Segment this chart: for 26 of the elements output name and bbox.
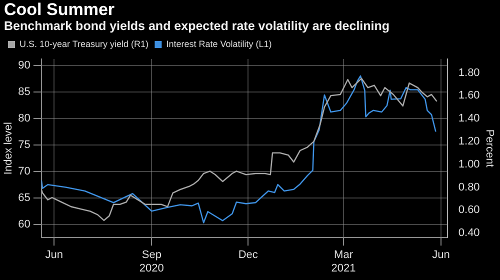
x-tick-label: Jun (45, 249, 64, 262)
chart-title: Cool Summer (4, 0, 115, 20)
y2-tick-label: 1.60 (458, 90, 480, 102)
y-tick-label: 85 (18, 86, 30, 98)
y2-axis-title: Percent (483, 129, 496, 168)
y-tick-label: 70 (18, 165, 30, 178)
x-tick-label: Sep 2020 (139, 249, 164, 274)
y2-tick-label: 1.40 (458, 112, 480, 125)
y2-tick-label: 0.80 (458, 181, 480, 194)
y-axis-title: Index level (2, 122, 15, 175)
y-tick-label: 65 (18, 192, 30, 204)
x-tick-label: Jun (432, 249, 450, 262)
y-tick-label: 75 (18, 138, 30, 151)
y-tick-label: 80 (18, 112, 30, 124)
y2-tick-label: 1.00 (458, 158, 480, 170)
y2-tick-label: 1.20 (458, 135, 480, 148)
chart-subtitle: Benchmark bond yields and expected rate volatility are declining (4, 19, 390, 33)
y2-tick-label: 1.80 (458, 66, 480, 79)
y2-tick-label: 0.40 (458, 227, 480, 240)
x-tick-label: Mar 2021 (331, 249, 356, 274)
x-tick-label: Dec (238, 249, 258, 262)
y-tick-label: 90 (18, 59, 30, 72)
y2-tick-label: 0.60 (458, 204, 480, 216)
legend-label: Interest Rate Volatility (L1) (166, 38, 272, 49)
y-tick-label: 60 (18, 218, 30, 230)
legend-label: U.S. 10-year Treasury yield (R1) (20, 38, 149, 49)
